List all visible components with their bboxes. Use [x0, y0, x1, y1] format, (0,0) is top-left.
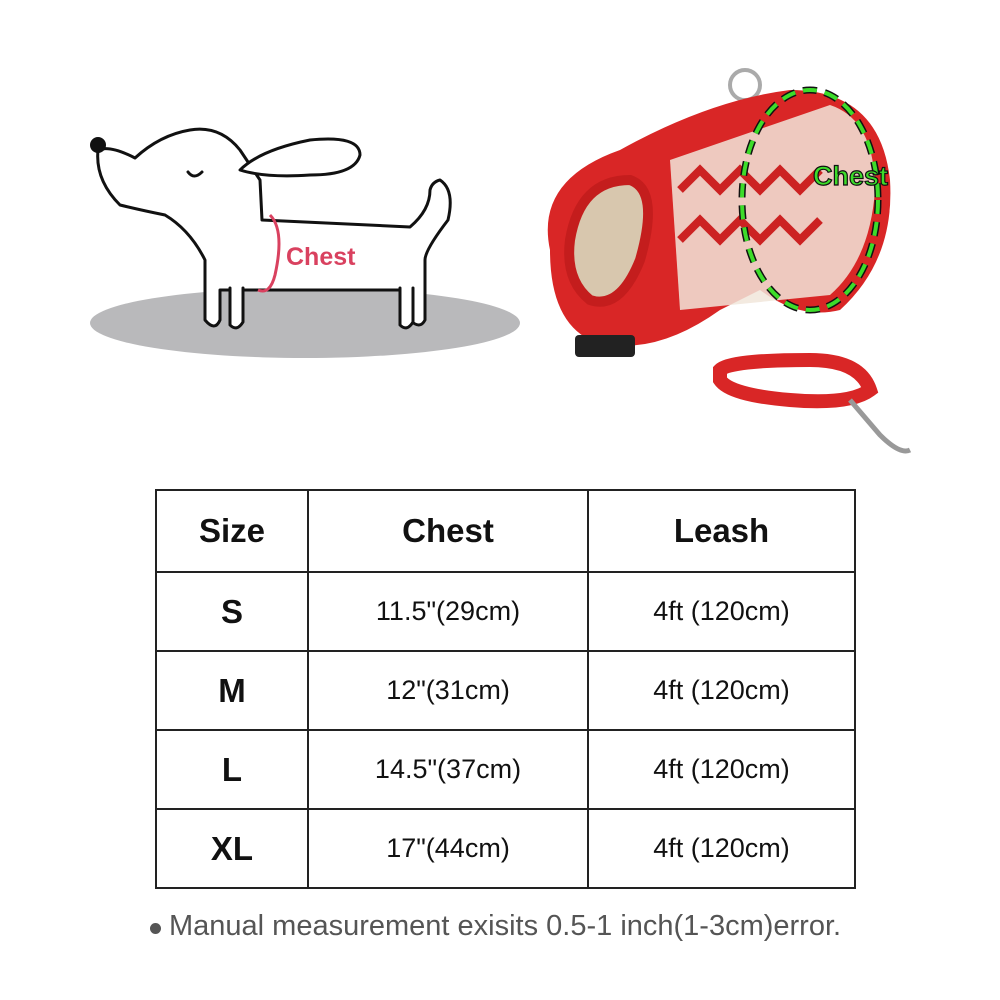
dog-ear [238, 137, 362, 178]
dog-nose [90, 137, 106, 153]
chest-cell: 12"(31cm) [307, 650, 589, 731]
chest-measure-line [257, 213, 281, 293]
dog-leg [398, 286, 415, 330]
size-cell: L [155, 729, 309, 810]
harness-zigzag [677, 164, 823, 246]
harness-chest-label: Chest [813, 161, 888, 191]
dog-eye [186, 170, 204, 178]
table-header-row: Size Chest Leash [155, 489, 856, 573]
buckle [575, 335, 635, 357]
measurement-note: Manual measurement exisits 0.5-1 inch(1-… [150, 910, 841, 943]
chest-measure-loop-inner [740, 88, 880, 312]
leash [713, 352, 879, 409]
harness-photo: Chest [547, 68, 912, 454]
leash-cell: 4ft (120cm) [587, 729, 856, 810]
leash-cell: 4ft (120cm) [587, 571, 856, 652]
dog-leg [228, 286, 245, 330]
harness-pattern [670, 105, 875, 310]
dog-chest-label: Chest [286, 243, 356, 271]
size-cell: S [155, 571, 309, 652]
size-cell: XL [155, 808, 309, 889]
dog-body [96, 127, 452, 328]
chest-cell: 11.5"(29cm) [307, 571, 589, 652]
leash-cell: 4ft (120cm) [587, 650, 856, 731]
d-ring [728, 68, 762, 102]
size-cell: M [155, 650, 309, 731]
header-leash: Leash [587, 489, 856, 573]
header-size: Size [155, 489, 309, 573]
size-table: Size Chest Leash S 11.5"(29cm) 4ft (120c… [155, 489, 856, 889]
table-row: S 11.5"(29cm) 4ft (120cm) [155, 571, 856, 652]
chest-cell: 17"(44cm) [307, 808, 589, 889]
table-row: L 14.5"(37cm) 4ft (120cm) [155, 729, 856, 810]
leash-clip [848, 398, 912, 454]
leg-opening [564, 174, 653, 307]
note-text: Manual measurement exisits 0.5-1 inch(1-… [169, 910, 842, 942]
leash-cell: 4ft (120cm) [587, 808, 856, 889]
table-row: M 12"(31cm) 4ft (120cm) [155, 650, 856, 731]
table-row: XL 17"(44cm) 4ft (120cm) [155, 808, 856, 889]
chest-cell: 14.5"(37cm) [307, 729, 589, 810]
header-chest: Chest [307, 489, 589, 573]
dog-illustration: Chest [90, 127, 520, 358]
dog-shadow [90, 288, 520, 358]
bullet-icon [150, 922, 161, 934]
